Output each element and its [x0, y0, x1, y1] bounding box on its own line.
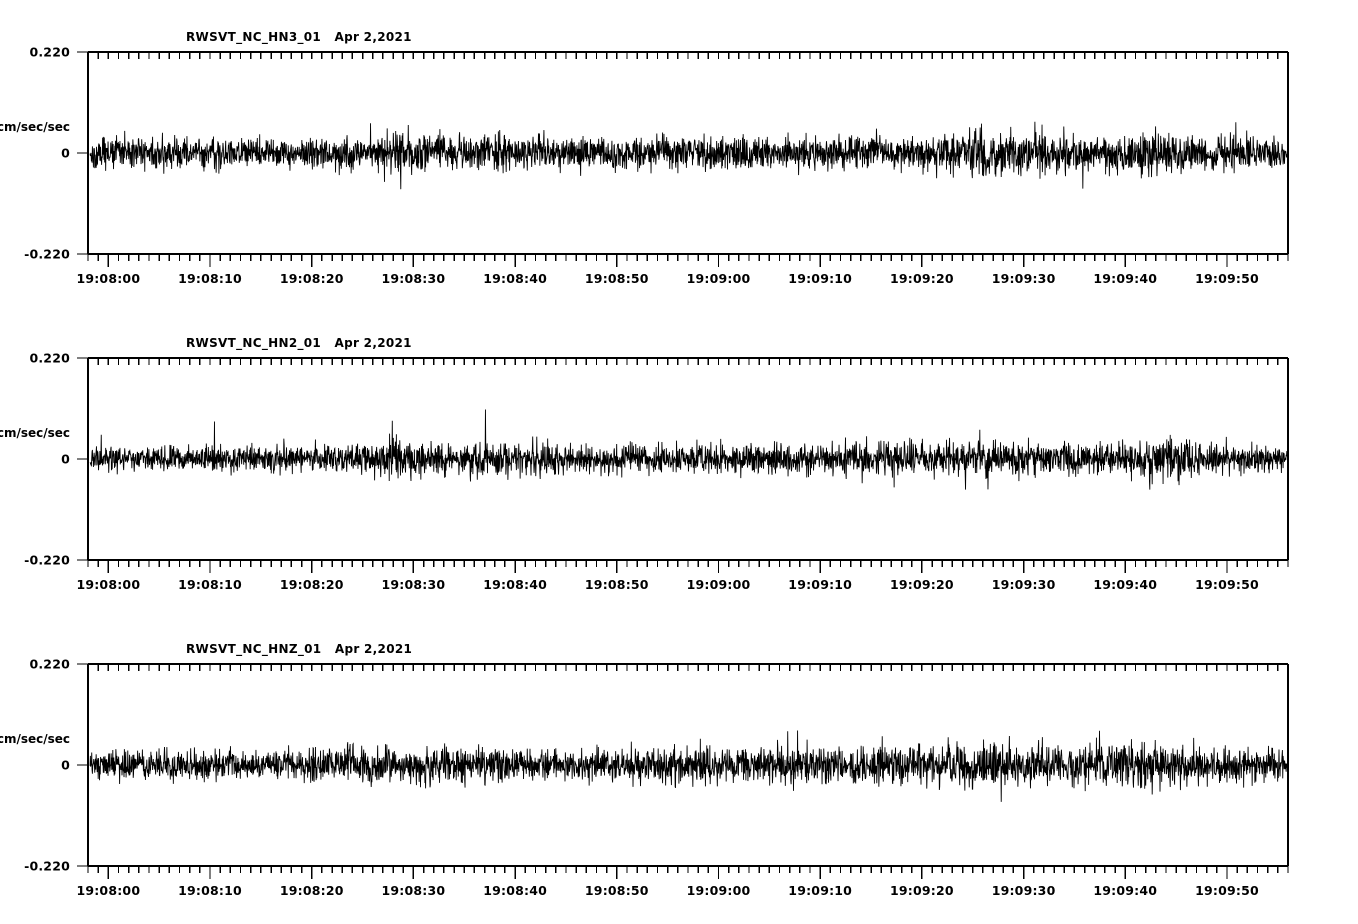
y-tick-label: -0.220 [24, 553, 70, 568]
x-tick-label: 19:09:40 [1093, 577, 1157, 592]
y-axis-unit-label: cm/sec/sec [0, 426, 70, 440]
y-tick-label: -0.220 [24, 247, 70, 262]
y-tick-label: 0 [61, 146, 70, 161]
y-tick-label: 0 [61, 758, 70, 773]
x-axis-ticks [87, 358, 1289, 573]
x-tick-label: 19:09:50 [1195, 271, 1259, 286]
panel-title: RWSVT_NC_HNZ_01 Apr 2,2021 [186, 642, 413, 656]
x-tick-label: 19:08:40 [483, 577, 547, 592]
x-tick-label: 19:08:10 [178, 271, 242, 286]
panel-title: RWSVT_NC_HN2_01 Apr 2,2021 [186, 336, 412, 350]
y-tick-label: 0.220 [29, 45, 70, 60]
y-tick-label: 0.220 [29, 657, 70, 672]
x-tick-label: 19:09:30 [992, 577, 1056, 592]
y-tick-label: 0 [61, 452, 70, 467]
x-tick-label: 19:09:10 [788, 577, 852, 592]
x-tick-label: 19:08:50 [585, 883, 649, 898]
x-axis-ticks [87, 664, 1289, 879]
seismogram-panel: RWSVT_NC_HNZ_01 Apr 2,2021 0.220 0 -0.220 c… [0, 612, 1358, 924]
x-tick-label: 19:08:30 [382, 577, 446, 592]
y-tick-label: 0.220 [29, 351, 70, 366]
x-axis-tick-labels: 19:08:00 19:08:10 19:08:20 19:08:30 19:08:40… [76, 577, 1259, 592]
x-tick-label: 19:08:50 [585, 271, 649, 286]
x-tick-label: 19:09:30 [992, 271, 1056, 286]
x-tick-label: 19:09:10 [788, 883, 852, 898]
x-tick-label: 19:09:20 [890, 577, 954, 592]
x-axis-tick-labels: 19:08:00 19:08:10 19:08:20 19:08:30 19:08:40… [76, 883, 1259, 898]
x-tick-label: 19:08:50 [585, 577, 649, 592]
seismogram-panel: RWSVT_NC_HN3_01 Apr 2,2021 0.220 0 -0.220 c… [0, 0, 1358, 308]
y-axis-unit-label: cm/sec/sec [0, 120, 70, 134]
x-tick-label: 19:09:00 [687, 271, 751, 286]
x-tick-label: 19:09:00 [687, 883, 751, 898]
x-tick-label: 19:09:20 [890, 883, 954, 898]
panel-title: RWSVT_NC_HN3_01 Apr 2,2021 [186, 30, 412, 44]
x-tick-label: 19:08:40 [483, 271, 547, 286]
y-axis-ticks: 0.220 0 -0.220 [24, 657, 88, 874]
x-tick-label: 19:09:20 [890, 271, 954, 286]
y-axis-unit-label: cm/sec/sec [0, 732, 70, 746]
x-tick-label: 19:08:10 [178, 577, 242, 592]
x-tick-label: 19:08:30 [382, 883, 446, 898]
x-tick-label: 19:09:40 [1093, 883, 1157, 898]
x-tick-label: 19:08:20 [280, 883, 344, 898]
x-tick-label: 19:08:00 [76, 577, 140, 592]
x-tick-label: 19:09:40 [1093, 271, 1157, 286]
x-tick-label: 19:09:50 [1195, 883, 1259, 898]
waveform-trace [89, 409, 1288, 490]
x-axis-tick-labels: 19:08:00 19:08:10 19:08:20 19:08:30 19:08:40… [76, 271, 1259, 286]
y-axis-ticks: 0.220 0 -0.220 [24, 351, 88, 568]
seismogram-panel: RWSVT_NC_HN2_01 Apr 2,2021 0.220 0 -0.220 c… [0, 306, 1358, 614]
x-tick-label: 19:08:20 [280, 271, 344, 286]
x-tick-label: 19:09:30 [992, 883, 1056, 898]
waveform-trace [89, 730, 1288, 802]
x-tick-label: 19:09:10 [788, 271, 852, 286]
x-tick-label: 19:08:00 [76, 271, 140, 286]
x-tick-label: 19:09:50 [1195, 577, 1259, 592]
x-axis-ticks [87, 52, 1289, 267]
x-tick-label: 19:08:10 [178, 883, 242, 898]
x-tick-label: 19:08:30 [382, 271, 446, 286]
x-tick-label: 19:09:00 [687, 577, 751, 592]
waveform-trace [89, 121, 1288, 190]
x-tick-label: 19:08:20 [280, 577, 344, 592]
x-tick-label: 19:08:00 [76, 883, 140, 898]
y-axis-ticks: 0.220 0 -0.220 [24, 45, 88, 262]
y-tick-label: -0.220 [24, 859, 70, 874]
x-tick-label: 19:08:40 [483, 883, 547, 898]
